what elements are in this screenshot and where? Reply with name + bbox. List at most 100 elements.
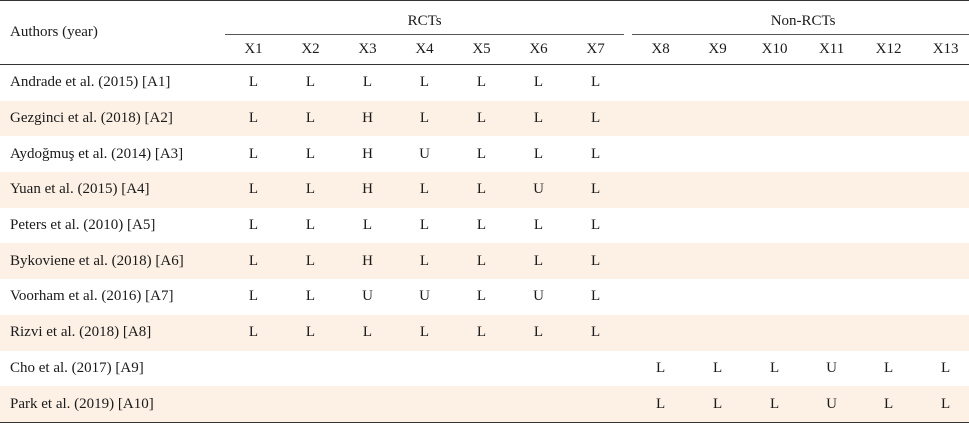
rating-cell bbox=[803, 243, 861, 280]
rating-cell: L bbox=[362, 217, 373, 234]
rating-cell: L bbox=[225, 100, 282, 137]
rating-cell: L bbox=[396, 172, 453, 208]
rating-cell bbox=[689, 172, 747, 208]
rating-cell bbox=[510, 351, 567, 387]
rating-cell: U bbox=[533, 288, 544, 305]
rating-cell bbox=[689, 314, 747, 351]
rating-cell bbox=[803, 136, 860, 172]
column-header-x4: X4 bbox=[396, 34, 453, 65]
author-cell: Bykoviene et al. (2018) [A6] bbox=[0, 243, 225, 280]
rating-cell: L bbox=[656, 359, 666, 376]
rating-cell bbox=[689, 243, 747, 280]
column-header-x5: X5 bbox=[453, 34, 510, 65]
rating-cell: L bbox=[419, 74, 430, 91]
rating-cell bbox=[632, 314, 690, 351]
rating-cell: L bbox=[305, 145, 316, 162]
rating-cell: L bbox=[510, 243, 567, 280]
column-header-x2: X2 bbox=[282, 34, 339, 65]
column-header-x1: X1 bbox=[225, 34, 282, 65]
rating-cell bbox=[746, 243, 804, 280]
rating-cell bbox=[803, 314, 861, 351]
rating-cell: L bbox=[770, 359, 780, 376]
rating-cell: L bbox=[453, 243, 510, 280]
column-header-x11: X11 bbox=[803, 34, 861, 65]
rating-cell: L bbox=[941, 359, 951, 376]
rating-cell bbox=[689, 208, 746, 244]
rating-cell: L bbox=[590, 145, 601, 162]
table-row: Peters et al. (2010) [A5] L L L L L L L bbox=[0, 208, 969, 244]
column-header-x12: X12 bbox=[860, 34, 918, 65]
rating-cell bbox=[860, 172, 918, 208]
rating-cell bbox=[339, 386, 396, 423]
rating-cell bbox=[453, 386, 510, 423]
rating-cell: H bbox=[339, 243, 396, 280]
rating-cell bbox=[689, 65, 746, 101]
rating-cell bbox=[689, 136, 746, 172]
rating-cell bbox=[860, 243, 918, 280]
rating-cell: L bbox=[248, 217, 259, 234]
rating-cell bbox=[689, 279, 746, 315]
rating-cell bbox=[746, 136, 803, 172]
rating-cell bbox=[510, 386, 567, 423]
rating-cell: L bbox=[248, 145, 259, 162]
rating-cell bbox=[746, 100, 804, 137]
column-header-x3: X3 bbox=[339, 34, 396, 65]
table-row: Yuan et al. (2015) [A4] L L H L L U L bbox=[0, 172, 969, 208]
rating-cell: L bbox=[567, 314, 625, 351]
rating-cell bbox=[803, 65, 860, 101]
rating-cell: L bbox=[533, 217, 544, 234]
rating-cell: L bbox=[917, 386, 969, 423]
rating-cell: L bbox=[510, 314, 567, 351]
rating-cell: L bbox=[567, 172, 625, 208]
table-row: Cho et al. (2017) [A9] L L L U L L bbox=[0, 351, 969, 387]
rating-cell bbox=[746, 65, 803, 101]
rating-cell bbox=[746, 314, 804, 351]
rating-cell bbox=[632, 279, 689, 315]
rating-cell bbox=[567, 386, 625, 423]
rating-cell: U bbox=[419, 145, 430, 162]
author-cell: Gezginci et al. (2018) [A2] bbox=[0, 100, 225, 137]
rating-cell: L bbox=[590, 74, 601, 91]
rating-cell: L bbox=[225, 172, 282, 208]
author-cell: Cho et al. (2017) [A9] bbox=[10, 359, 144, 376]
column-header-x6: X6 bbox=[510, 34, 567, 65]
rating-cell: L bbox=[884, 359, 894, 376]
table-row: Aydoğmuş et al. (2014) [A3] L L H U L L L bbox=[0, 136, 969, 172]
rating-cell: L bbox=[746, 386, 804, 423]
rating-cell bbox=[917, 208, 969, 244]
rating-cell: L bbox=[305, 288, 316, 305]
rating-cell bbox=[917, 172, 969, 208]
rating-cell bbox=[567, 351, 624, 387]
rating-cell: L bbox=[453, 100, 510, 137]
rating-cell bbox=[746, 279, 803, 315]
rating-cell: L bbox=[476, 288, 487, 305]
rating-cell bbox=[396, 351, 453, 387]
column-header-x9: X9 bbox=[689, 34, 747, 65]
rating-cell: L bbox=[632, 386, 690, 423]
rating-cell: U bbox=[826, 359, 838, 376]
rating-cell bbox=[225, 351, 282, 387]
rating-cell bbox=[860, 100, 918, 137]
rating-cell: L bbox=[282, 100, 339, 137]
column-header-row: X1 X2 X3 X4 X5 X6 X7 X8 X9 X10 X11 X12 X13 bbox=[0, 34, 969, 65]
rating-cell: L bbox=[396, 243, 453, 280]
rating-cell: L bbox=[860, 386, 918, 423]
rating-cell bbox=[225, 386, 282, 423]
rating-cell: L bbox=[419, 217, 430, 234]
rating-cell: L bbox=[453, 314, 510, 351]
rating-cell bbox=[803, 100, 861, 137]
table-row: Andrade et al. (2015) [A1] L L L L L L L bbox=[0, 65, 969, 101]
rating-cell: L bbox=[282, 172, 339, 208]
rating-cell: L bbox=[396, 100, 453, 137]
rating-cell bbox=[396, 386, 453, 423]
column-header-x10: X10 bbox=[746, 34, 804, 65]
rating-cell: U bbox=[419, 288, 430, 305]
rating-cell bbox=[860, 208, 917, 244]
rating-cell: L bbox=[305, 74, 316, 91]
author-cell: Aydoğmuş et al. (2014) [A3] bbox=[10, 145, 184, 162]
table-header: Authors (year) RCTs Non-RCTs X1 X2 X3 X4 X5 X… bbox=[0, 0, 969, 65]
rating-cell: L bbox=[282, 243, 339, 280]
rating-cell bbox=[803, 208, 860, 244]
rating-cell bbox=[632, 172, 690, 208]
